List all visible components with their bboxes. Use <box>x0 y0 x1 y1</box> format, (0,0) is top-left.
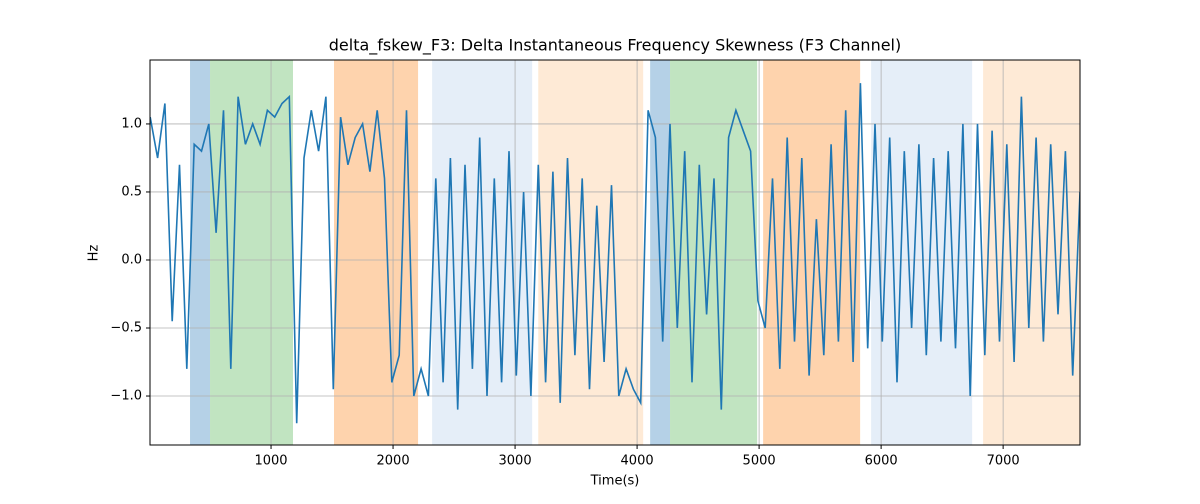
x-tick-label: 7000 <box>987 454 1020 469</box>
x-tick-label: 5000 <box>743 454 776 469</box>
y-tick-label: 0.0 <box>121 252 142 267</box>
shaded-span <box>538 60 644 445</box>
plot-frame <box>149 59 1081 446</box>
y-tick-label: 1.0 <box>121 116 142 131</box>
x-tick-label: 4000 <box>621 454 654 469</box>
x-tick-label: 2000 <box>377 454 410 469</box>
x-tick-label: 3000 <box>499 454 532 469</box>
x-tick-label: 1000 <box>254 454 287 469</box>
x-axis-label: Time(s) <box>590 474 640 489</box>
shaded-span <box>670 60 758 445</box>
data-line <box>150 83 1080 424</box>
y-tick-label: 0.5 <box>121 184 142 199</box>
chart-title: delta_fskew_F3: Delta Instantaneous Freq… <box>329 36 901 56</box>
shaded-span <box>190 60 211 445</box>
y-tick-label: −1.0 <box>110 389 142 404</box>
y-axis-label: Hz <box>87 245 102 262</box>
y-tick-label: −0.5 <box>110 321 142 336</box>
x-tick-label: 6000 <box>865 454 898 469</box>
